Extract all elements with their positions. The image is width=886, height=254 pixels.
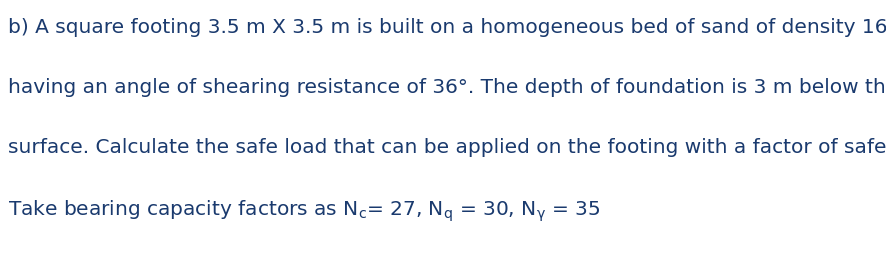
Text: surface. Calculate the safe load that can be applied on the footing with a facto: surface. Calculate the safe load that ca… [8, 137, 886, 156]
Text: Take bearing capacity factors as N$_\mathregular{c}$= 27, N$_\mathregular{q}$ = : Take bearing capacity factors as N$_\mat… [8, 197, 600, 223]
Text: b) A square footing 3.5 m X 3.5 m is built on a homogeneous bed of sand of densi: b) A square footing 3.5 m X 3.5 m is bui… [8, 18, 886, 37]
Text: having an angle of shearing resistance of 36°. The depth of foundation is 3 m be: having an angle of shearing resistance o… [8, 78, 886, 97]
